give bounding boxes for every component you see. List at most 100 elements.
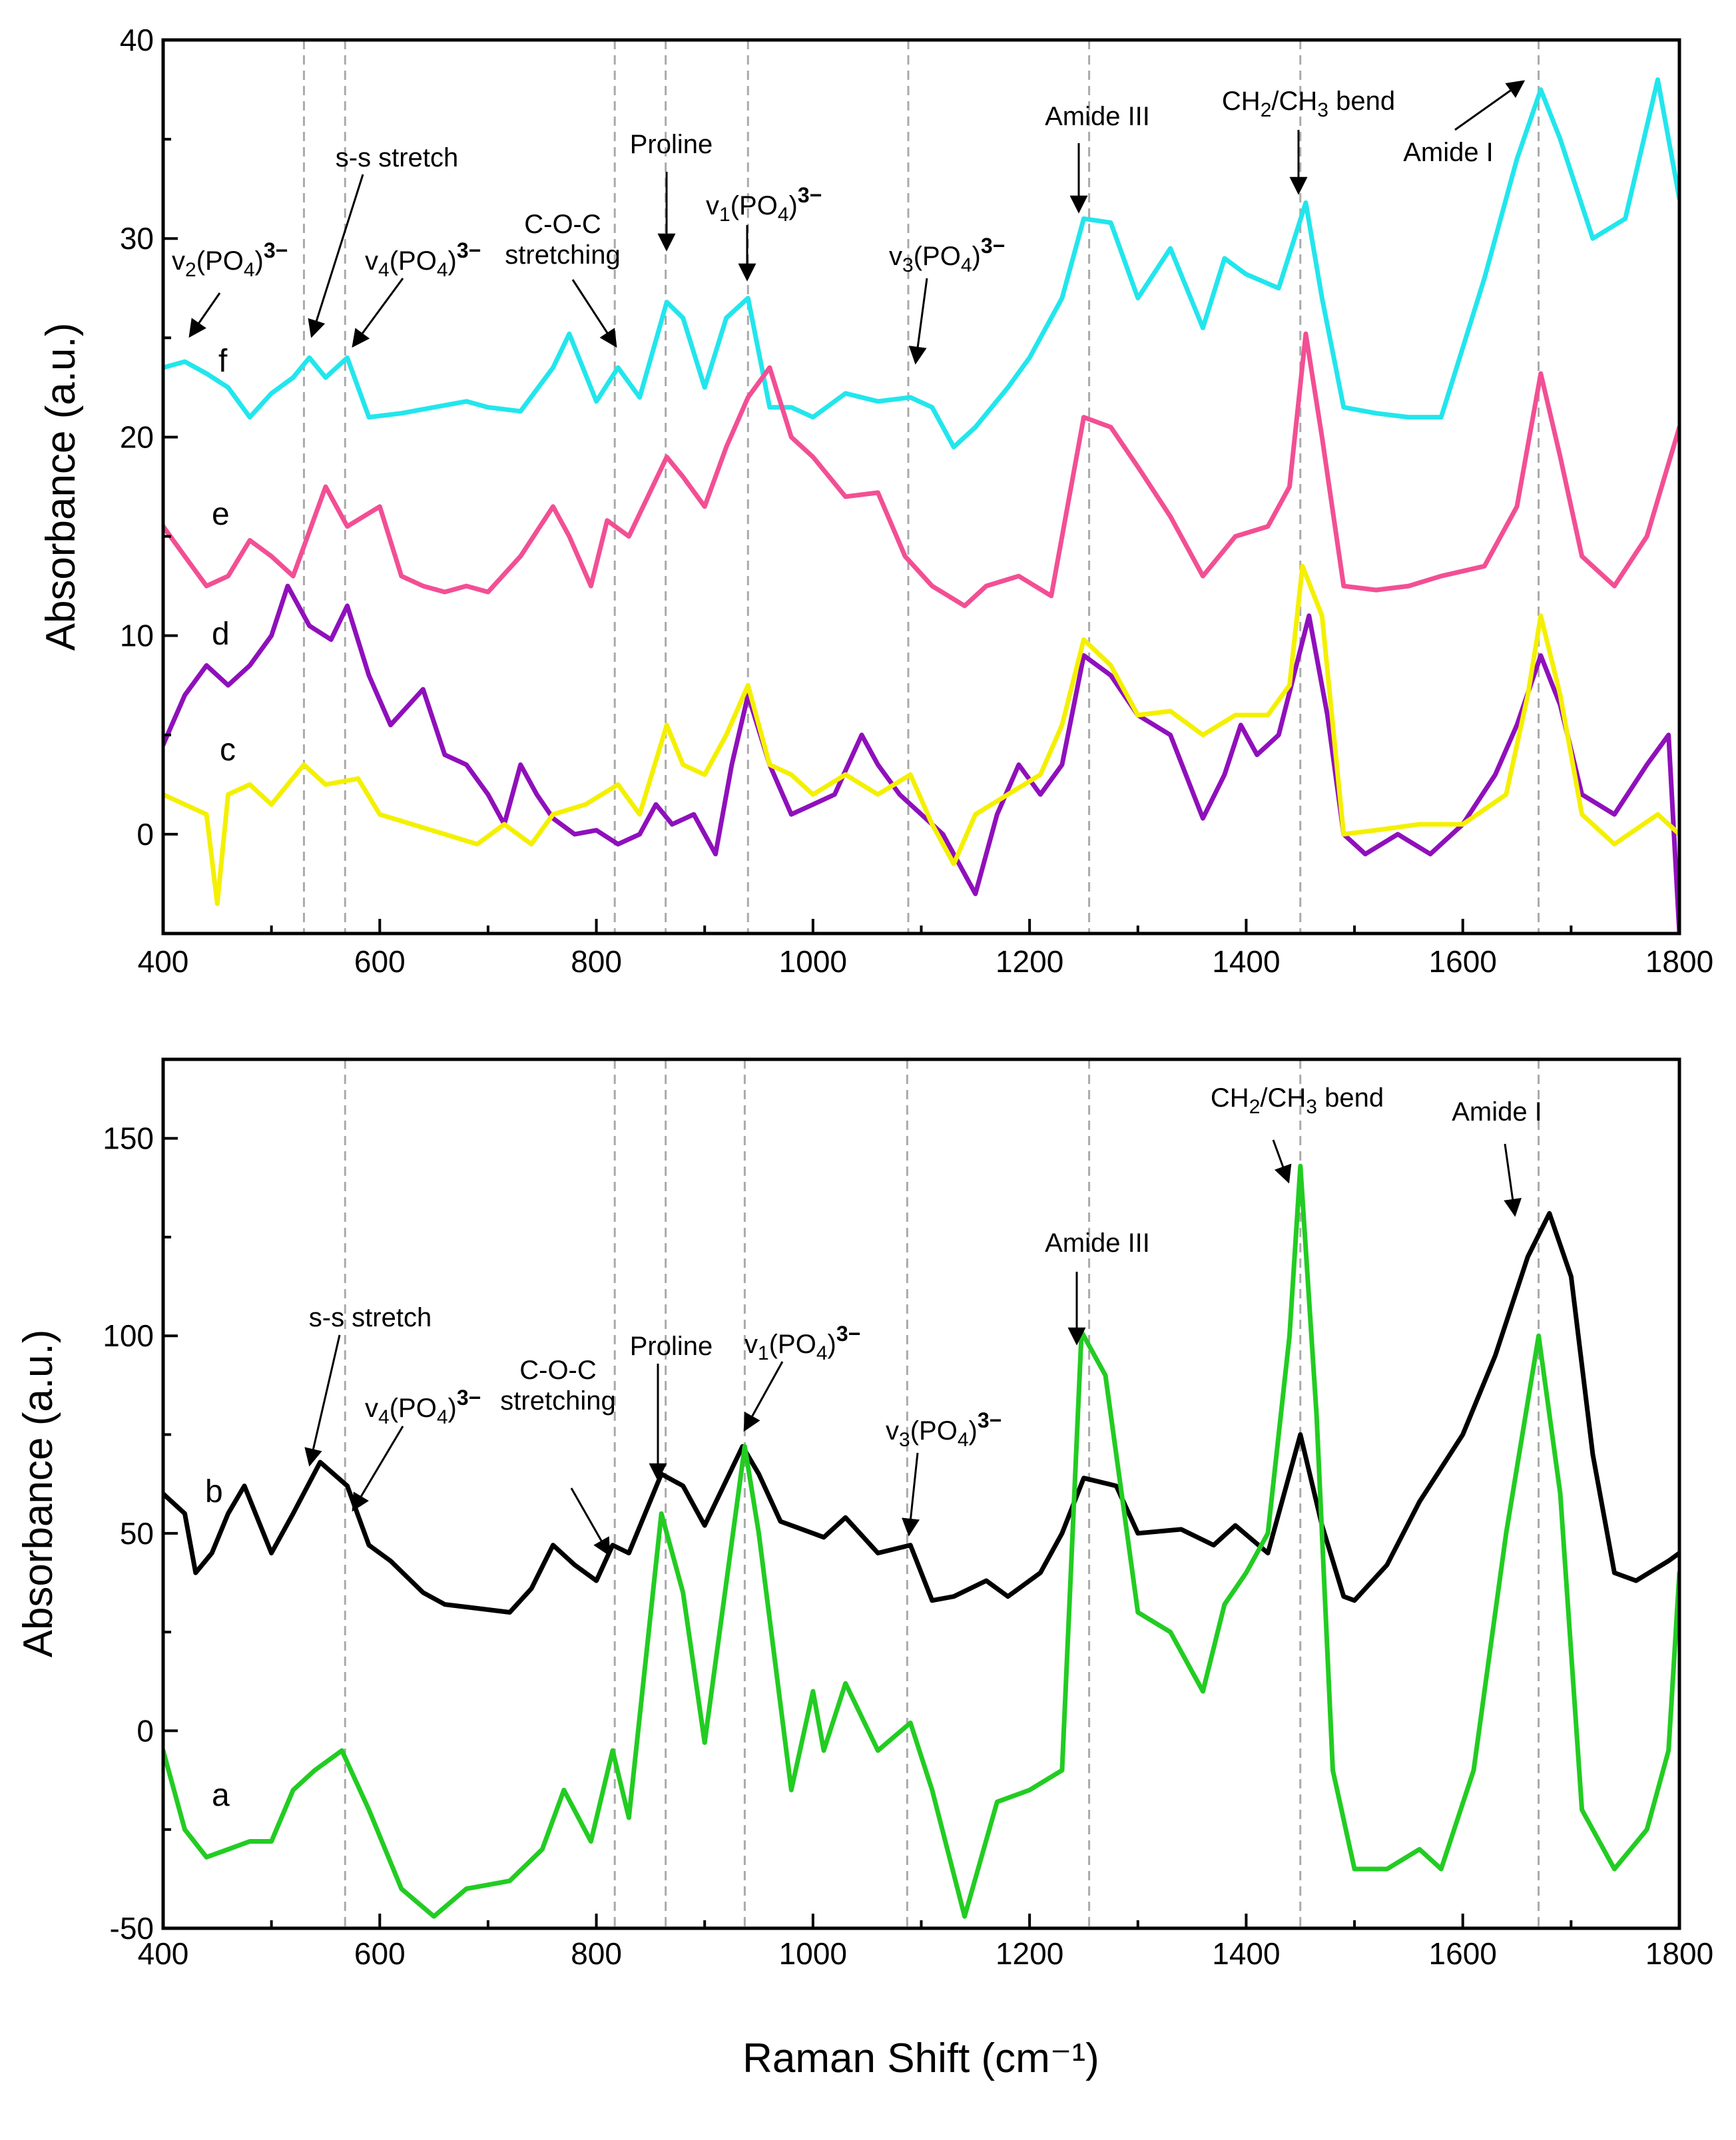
top-y-tick-label: 40	[120, 23, 154, 57]
bottom-amide1-arrow	[1504, 1143, 1522, 1217]
bottom-y-tick-label: 50	[120, 1516, 154, 1551]
bottom-ch-bend-label: CH2/CH3 bend	[1211, 1083, 1384, 1118]
bottom-x-tick-label: 1400	[1212, 1936, 1280, 1971]
top-x-tick-label: 1200	[996, 944, 1063, 979]
bottom-annotation-v1po4: v1(PO4)3−	[743, 1322, 860, 1432]
bottom-y-tick-label: 0	[137, 1713, 154, 1748]
bottom-v1po4-arrow	[743, 1361, 784, 1432]
bottom-coc-label-2: stretching	[500, 1386, 615, 1416]
top-y-tick-label: 20	[120, 419, 154, 454]
bottom-annotation-v3po4: v3(PO4)3−	[886, 1408, 1002, 1537]
bottom-reference-lines	[344, 1059, 1540, 1928]
top-v3po4-label: v3(PO4)3−	[889, 234, 1005, 276]
bottom-x-tick-label: 400	[138, 1936, 189, 1971]
top-annotation-v2po4: v2(PO4)3−	[172, 238, 288, 338]
top-x-tick-label: 1600	[1429, 944, 1497, 979]
bottom-y-tick-label: -50	[110, 1911, 154, 1946]
bottom-ch-bend-arrow	[1272, 1139, 1292, 1184]
bottom-annotation-proline: Proline	[630, 1332, 713, 1481]
bottom-y-tick-label: 100	[103, 1318, 154, 1353]
bottom-coc-label-1: C-O-C	[519, 1356, 597, 1385]
top-ch-bend-label: CH2/CH3 bend	[1222, 87, 1395, 121]
bottom-amide1-label: Amide I	[1452, 1097, 1542, 1127]
top-annotation-ch-bend: CH2/CH3 bend	[1222, 87, 1395, 195]
top-x-tick-label: 1400	[1212, 944, 1280, 979]
top-x-tick-label: 600	[354, 944, 406, 979]
top-annotation-ss-stretch: s-s stretch	[308, 143, 458, 338]
top-x-ticks: 400 600 800 1000 1200 1400 1600 1800	[138, 919, 1713, 979]
bottom-y-tick-label: 150	[103, 1121, 154, 1156]
bottom-ss-stretch-arrow	[304, 1334, 341, 1467]
top-y-ticks: 0 10 20 30 40	[120, 23, 178, 852]
bottom-x-tick-label: 1600	[1429, 1936, 1497, 1971]
top-v2po4-arrow	[188, 292, 221, 338]
curve-label-d: d	[212, 617, 230, 652]
top-coc-label-2: stretching	[505, 240, 620, 270]
top-annotation-amide3: Amide III	[1045, 102, 1150, 214]
bottom-annotation-amide3: Amide III	[1045, 1228, 1150, 1346]
bottom-curves	[163, 1163, 1679, 1919]
curve-label-f: f	[218, 344, 228, 379]
top-v2po4-label: v2(PO4)3−	[172, 238, 288, 281]
top-annotation-v1po4: v1(PO4)3−	[706, 183, 822, 282]
top-annotation-proline: Proline	[630, 130, 713, 252]
bottom-y-ticks: -50 0 50 100 150	[103, 1121, 178, 1946]
top-ss-stretch-label: s-s stretch	[336, 143, 458, 172]
bottom-annotation-amide1: Amide I	[1452, 1097, 1542, 1217]
top-amide3-label: Amide III	[1045, 102, 1150, 131]
series-c-line	[163, 563, 1679, 906]
top-annotation-v3po4: v3(PO4)3−	[889, 234, 1005, 365]
top-amide1-label: Amide I	[1403, 138, 1494, 167]
series-b-line	[163, 1210, 1679, 1615]
top-reference-lines	[302, 40, 1540, 934]
top-x-tick-label: 400	[138, 944, 189, 979]
bottom-v1po4-label: v1(PO4)3−	[744, 1322, 860, 1364]
top-amide1-arrow	[1454, 80, 1526, 131]
top-y-tick-label: 0	[137, 817, 154, 852]
bottom-panel: 400 600 800 1000 1200 1400 1600 1800 -50 0 50 100 1…	[15, 1057, 1713, 2081]
curve-label-b: b	[205, 1474, 223, 1509]
x-axis-title: Raman Shift (cm⁻¹)	[742, 2035, 1099, 2081]
series-d-line	[163, 583, 1679, 934]
top-v4po4-arrow	[352, 278, 404, 348]
bottom-ss-stretch-label: s-s stretch	[309, 1303, 432, 1332]
bottom-v4po4-label: v4(PO4)3−	[365, 1386, 481, 1428]
bottom-x-tick-label: 800	[571, 1936, 622, 1971]
top-x-tick-label: 800	[571, 944, 622, 979]
bottom-v3po4-arrow	[902, 1452, 920, 1537]
bottom-amide3-label: Amide III	[1045, 1228, 1150, 1258]
bottom-annotation-v4po4: v4(PO4)3−	[352, 1386, 481, 1512]
top-curves	[163, 77, 1679, 934]
bottom-x-tick-label: 600	[354, 1936, 406, 1971]
top-x-tick-label: 1000	[779, 944, 847, 979]
bottom-proline-label: Proline	[630, 1332, 713, 1361]
bottom-x-tick-label: 1000	[779, 1936, 847, 1971]
bottom-annotation-coc: C-O-C stretching	[500, 1356, 616, 1557]
series-e-line	[163, 331, 1679, 609]
top-x-tick-label: 1800	[1645, 944, 1713, 979]
bottom-x-tick-label: 1200	[996, 1936, 1063, 1971]
top-y-tick-label: 10	[120, 619, 154, 653]
top-v4po4-label: v4(PO4)3−	[365, 238, 481, 281]
curve-label-e: e	[212, 497, 230, 532]
top-annotation-coc: C-O-C stretching	[505, 210, 621, 348]
top-annotation-v4po4: v4(PO4)3−	[352, 238, 481, 348]
top-y-axis-title: Absorbance (a.u.)	[38, 323, 84, 651]
bottom-y-axis-title: Absorbance (a.u.)	[15, 1330, 61, 1658]
top-v1po4-label: v1(PO4)3−	[706, 183, 822, 226]
top-y-tick-label: 30	[120, 221, 154, 256]
top-ss-stretch-arrow	[308, 174, 364, 338]
bottom-v4po4-arrow	[352, 1426, 404, 1512]
top-v3po4-arrow	[908, 278, 928, 365]
top-panel: 400 600 800 1000 1200 1400 1600 1800 010203040 …	[38, 23, 1713, 979]
bottom-x-tick-label: 1800	[1645, 1936, 1713, 1971]
series-f-line	[163, 77, 1679, 449]
top-proline-label: Proline	[630, 130, 713, 159]
bottom-x-ticks: 400 600 800 1000 1200 1400 1600 1800	[138, 1914, 1713, 1971]
top-annotation-amide1: Amide I	[1403, 80, 1526, 167]
top-coc-arrow	[571, 279, 617, 348]
bottom-v3po4-label: v3(PO4)3−	[886, 1408, 1002, 1451]
bottom-plot-frame	[161, 1057, 1681, 1930]
top-coc-label-1: C-O-C	[524, 210, 601, 239]
